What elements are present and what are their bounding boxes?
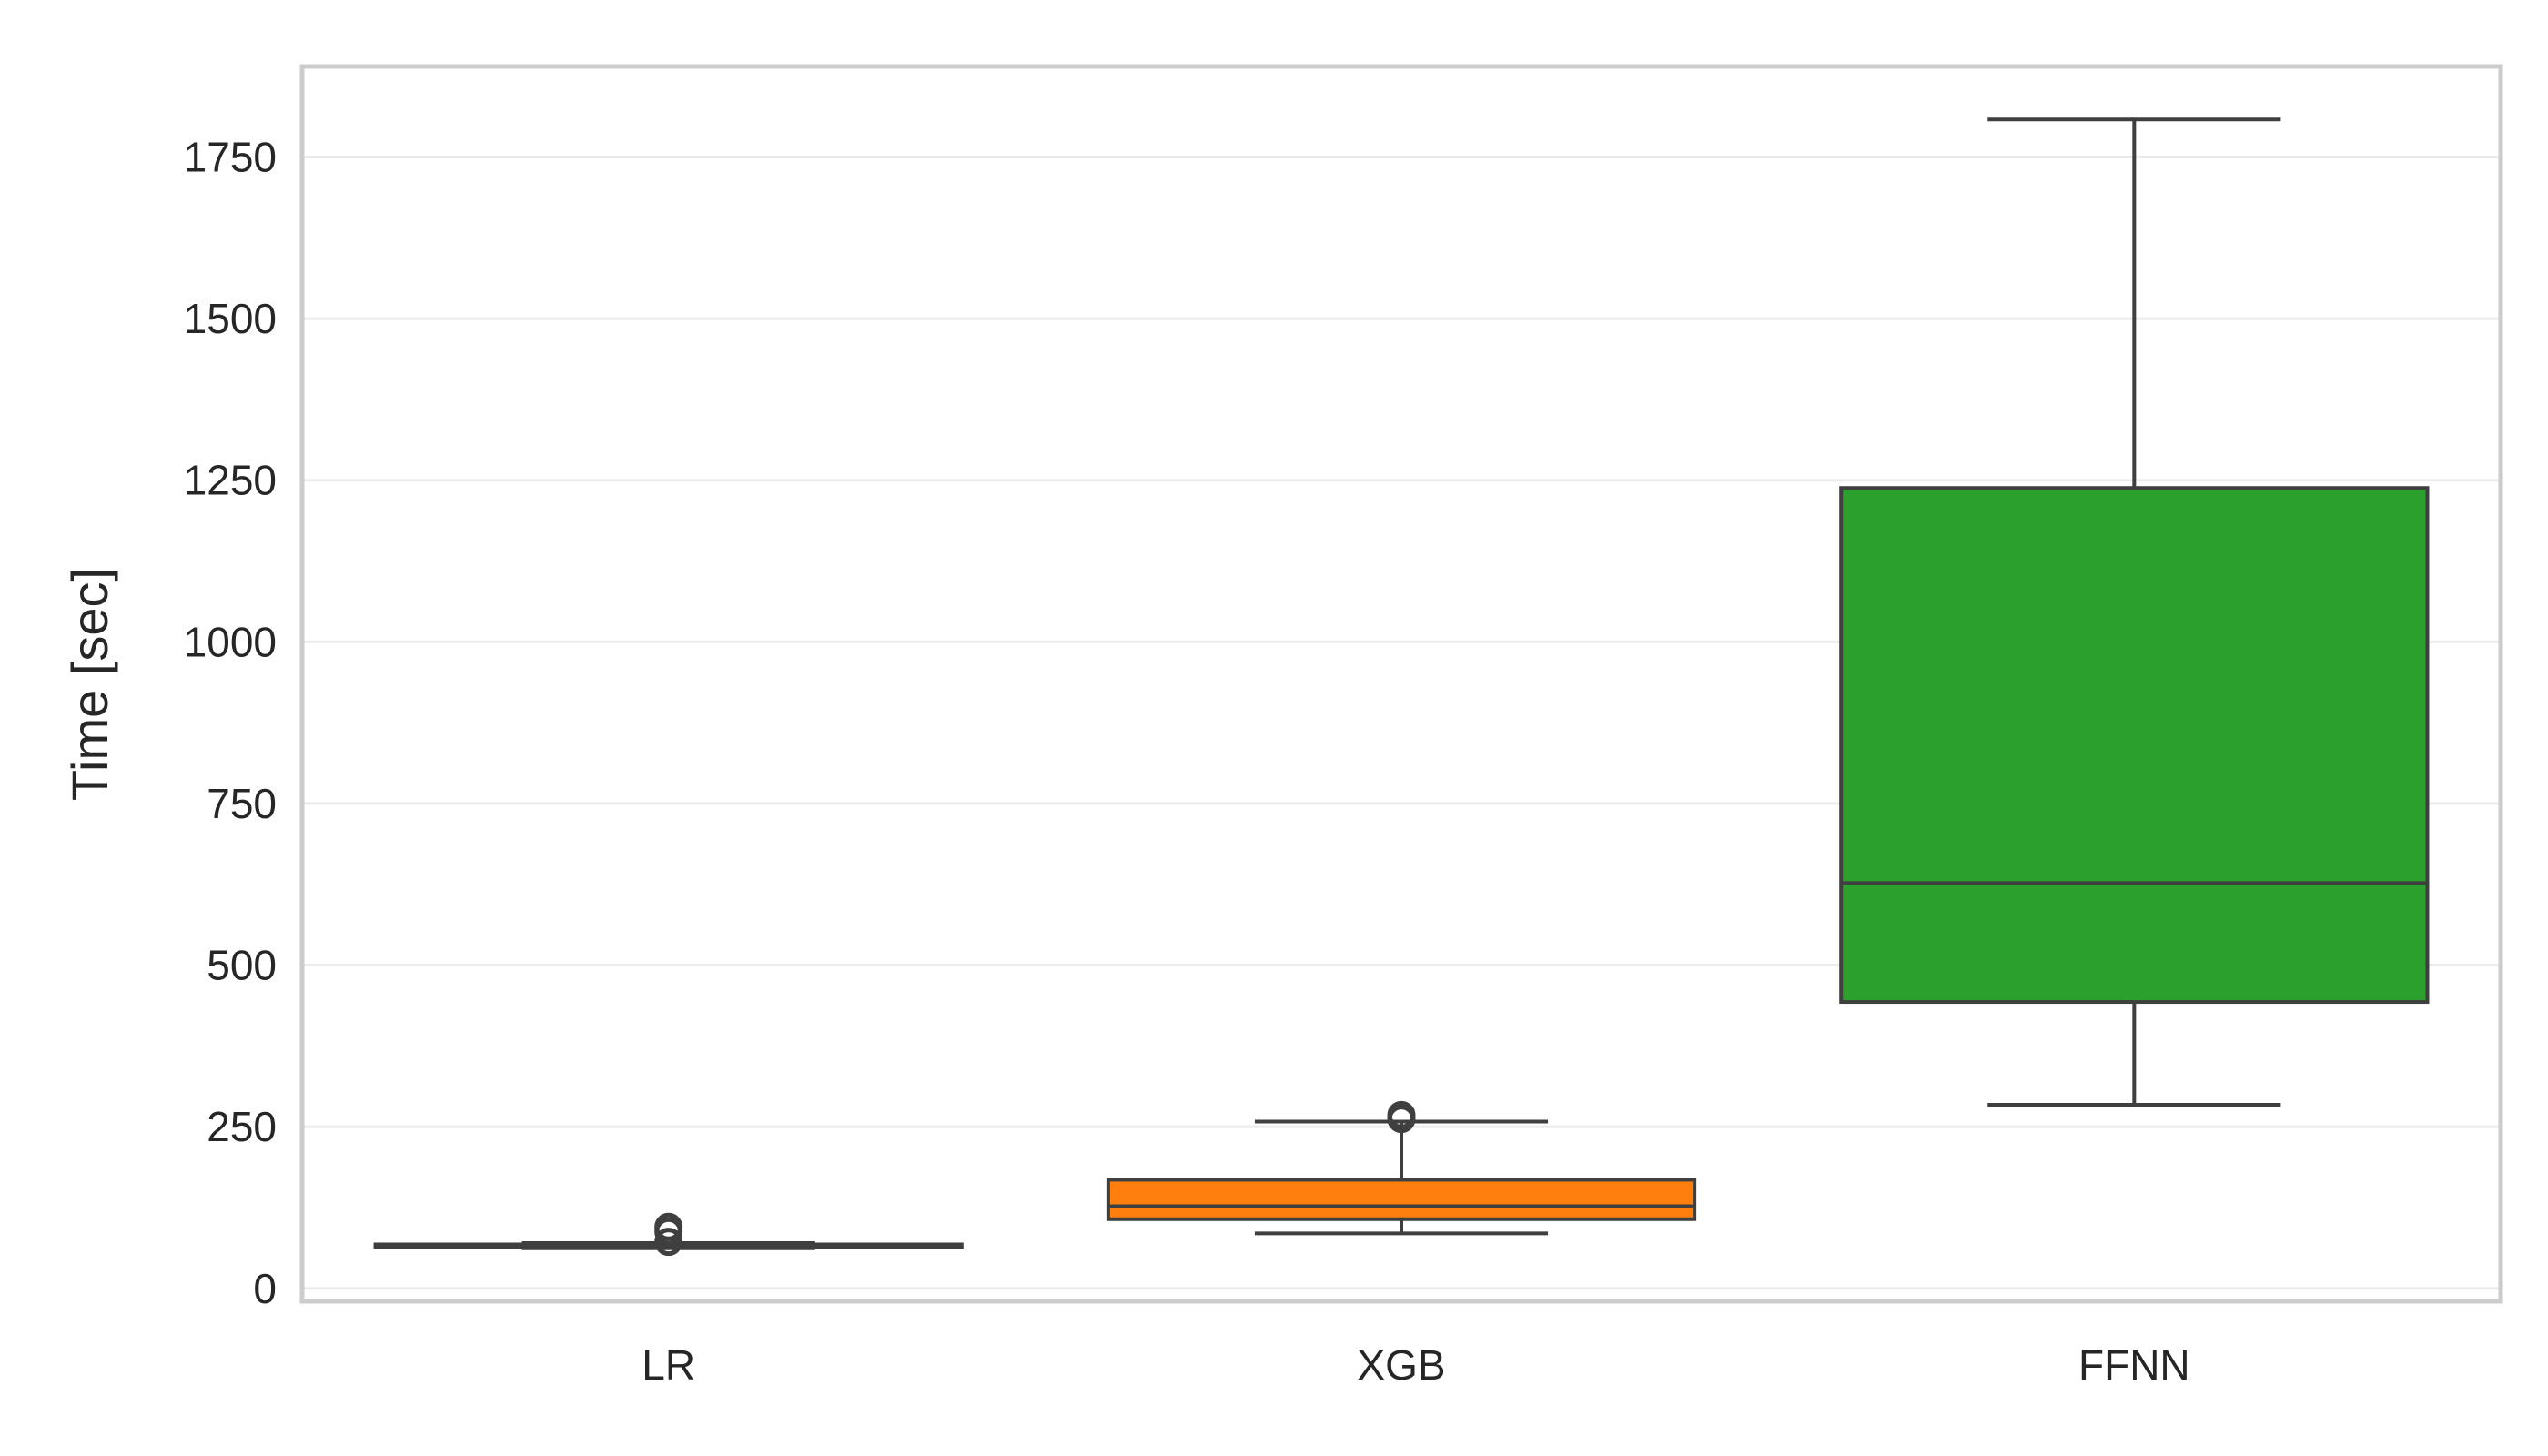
x-tick-label-xgb: XGB	[1357, 1341, 1445, 1389]
x-tick-labels: LR XGB FFNN	[642, 1341, 2189, 1389]
boxes	[373, 117, 2430, 1257]
y-tick-label-250: 250	[207, 1103, 277, 1150]
outlier-xgb-1	[1387, 1100, 1416, 1129]
y-tick-label-0: 0	[253, 1265, 277, 1312]
y-tick-label-1500: 1500	[184, 295, 277, 342]
y-tick-labels: 0 250 500 750 1000 1250 1500 1750	[184, 133, 277, 1311]
outlier-lr-2	[654, 1212, 683, 1241]
box-lr	[373, 1212, 964, 1257]
y-tick-label-1000: 1000	[184, 618, 277, 665]
box-xgb	[1106, 1100, 1697, 1236]
x-tick-label-lr: LR	[642, 1341, 695, 1389]
y-tick-label-1750: 1750	[184, 133, 277, 180]
plot-frame	[299, 64, 2503, 1304]
y-axis-label: Time [sec]	[61, 568, 118, 801]
y-tick-label-1250: 1250	[184, 457, 277, 504]
box-ffnn	[1839, 117, 2430, 1107]
box-body-ffnn	[1839, 486, 2430, 1005]
y-tick-label-750: 750	[207, 780, 277, 827]
y-tick-label-500: 500	[207, 942, 277, 989]
x-tick-label-ffnn: FFNN	[2078, 1341, 2190, 1389]
outlier-lr-0	[654, 1228, 683, 1257]
box-body-xgb	[1106, 1178, 1697, 1221]
